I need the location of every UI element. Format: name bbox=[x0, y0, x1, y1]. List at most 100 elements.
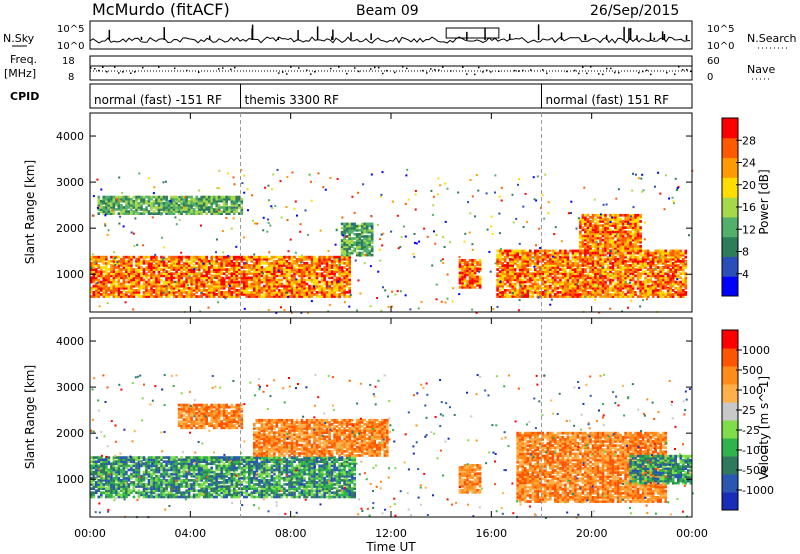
data-cell bbox=[238, 204, 241, 207]
data-cell bbox=[253, 280, 256, 284]
data-cell bbox=[599, 255, 602, 259]
data-cell bbox=[461, 275, 464, 279]
data-cell bbox=[122, 195, 126, 199]
data-cell bbox=[170, 195, 173, 199]
data-cell bbox=[355, 237, 359, 240]
scatter-cell bbox=[467, 201, 470, 204]
data-cell bbox=[345, 255, 349, 259]
data-cell bbox=[210, 276, 213, 280]
data-cell bbox=[621, 276, 625, 280]
data-cell bbox=[458, 277, 462, 281]
data-cell bbox=[549, 255, 552, 259]
data-cell bbox=[624, 249, 627, 253]
data-cell bbox=[157, 280, 161, 284]
data-cell bbox=[135, 257, 138, 261]
data-cell bbox=[360, 239, 364, 242]
data-cell bbox=[626, 286, 630, 290]
data-cell bbox=[102, 210, 106, 213]
data-cell bbox=[335, 289, 339, 292]
data-cell bbox=[656, 282, 660, 286]
data-cell bbox=[293, 286, 296, 290]
data-cell bbox=[664, 266, 667, 269]
data-cell bbox=[501, 291, 504, 294]
data-cell bbox=[185, 257, 188, 261]
data-cell bbox=[175, 266, 178, 269]
data-cell bbox=[551, 268, 555, 271]
data-cell bbox=[285, 266, 289, 269]
data-cell bbox=[606, 295, 610, 298]
data-cell bbox=[290, 289, 294, 292]
data-cell bbox=[626, 289, 630, 292]
data-cell bbox=[333, 295, 336, 298]
data-cell bbox=[370, 228, 374, 232]
scatter-cell bbox=[107, 229, 110, 232]
data-cell bbox=[501, 286, 504, 290]
data-cell bbox=[185, 282, 188, 286]
data-cell bbox=[197, 286, 201, 290]
data-cell bbox=[639, 245, 642, 248]
data-cell bbox=[536, 264, 540, 267]
data-cell bbox=[561, 291, 565, 294]
data-cell bbox=[120, 208, 123, 211]
data-cell bbox=[215, 293, 218, 296]
data-cell bbox=[606, 278, 610, 282]
data-cell bbox=[601, 218, 605, 221]
data-cell bbox=[293, 262, 296, 265]
data-cell bbox=[127, 204, 131, 207]
data-cell bbox=[172, 199, 176, 203]
data-cell bbox=[180, 291, 183, 294]
data-cell bbox=[200, 280, 203, 284]
data-cell bbox=[666, 259, 670, 263]
data-cell bbox=[253, 274, 256, 278]
data-cell bbox=[340, 241, 344, 244]
scatter-cell bbox=[118, 222, 121, 225]
data-cell bbox=[478, 279, 482, 283]
data-cell bbox=[639, 266, 642, 269]
data-cell bbox=[280, 289, 284, 292]
data-cell bbox=[584, 257, 587, 261]
data-cell bbox=[591, 253, 595, 257]
data-cell bbox=[145, 295, 148, 298]
scatter-cell bbox=[537, 296, 540, 299]
data-cell bbox=[325, 295, 329, 298]
data-cell bbox=[614, 286, 617, 290]
data-cell bbox=[671, 255, 675, 259]
data-cell bbox=[661, 291, 665, 294]
data-cell bbox=[616, 228, 620, 232]
data-cell bbox=[170, 206, 173, 209]
data-cell bbox=[293, 289, 296, 292]
data-cell bbox=[596, 232, 600, 236]
data-cell bbox=[197, 210, 201, 213]
data-cell bbox=[684, 264, 688, 267]
data-cell bbox=[285, 259, 289, 263]
data-cell bbox=[142, 201, 146, 205]
scatter-cell bbox=[232, 217, 235, 220]
data-cell bbox=[142, 278, 146, 282]
data-cell bbox=[614, 234, 617, 238]
data-cell bbox=[549, 262, 552, 265]
scatter-cell bbox=[474, 215, 476, 218]
data-cell bbox=[581, 289, 585, 292]
data-cell bbox=[217, 204, 221, 207]
data-cell bbox=[616, 242, 620, 246]
data-cell bbox=[616, 274, 620, 278]
scatter-cell bbox=[688, 234, 690, 237]
data-cell bbox=[132, 270, 136, 273]
freq-dot bbox=[586, 72, 588, 75]
data-cell bbox=[644, 255, 647, 259]
data-cell bbox=[566, 291, 570, 294]
data-cell bbox=[626, 238, 630, 242]
data-cell bbox=[167, 257, 171, 261]
data-cell bbox=[135, 289, 138, 292]
data-cell bbox=[669, 295, 672, 298]
data-cell bbox=[167, 204, 171, 207]
data-cell bbox=[677, 268, 680, 271]
data-cell bbox=[634, 224, 637, 227]
data-cell bbox=[215, 199, 218, 203]
data-cell bbox=[370, 230, 374, 234]
data-cell bbox=[682, 295, 685, 298]
data-cell bbox=[333, 262, 336, 265]
scatter-cell bbox=[180, 251, 183, 254]
data-cell bbox=[345, 239, 349, 242]
data-cell bbox=[677, 295, 680, 298]
